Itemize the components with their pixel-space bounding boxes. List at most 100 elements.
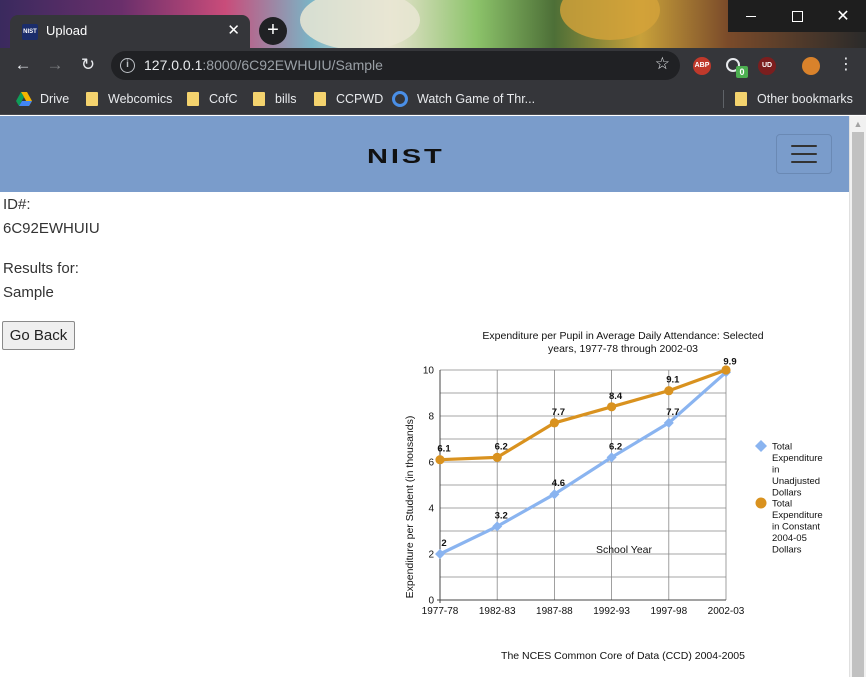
background-art (300, 0, 420, 48)
menu-kebab-icon[interactable]: ⋮ (838, 56, 854, 73)
data-point-marker (435, 455, 445, 465)
adblock-extension-icon[interactable]: ABP (693, 57, 711, 75)
data-label: 4.6 (552, 478, 565, 489)
data-point-marker (721, 365, 731, 375)
back-arrow-icon[interactable]: ← (14, 55, 32, 74)
legend-label: Expenditure (772, 510, 823, 521)
bookmark-cofc[interactable]: CofC (187, 91, 237, 107)
bookmark-drive[interactable]: Drive (16, 91, 69, 107)
go-back-button[interactable]: Go Back (2, 321, 75, 350)
x-tick-label: 1987-88 (536, 606, 573, 617)
y-tick-label: 8 (428, 412, 434, 423)
expenditure-chart: Expenditure per Pupil in Average Daily A… (404, 330, 823, 662)
x-tick-label: 1997-98 (650, 606, 687, 617)
x-tick-label: 2002-03 (708, 606, 745, 617)
legend-label: in (772, 465, 779, 476)
x-tick-label: 1977-78 (422, 606, 459, 617)
id-label: ID#: (3, 196, 31, 213)
site-navbar: NIST (0, 116, 849, 192)
window-minimize-button[interactable] (728, 0, 774, 32)
y-axis-label: Expenditure per Student (in thousands) (404, 416, 416, 599)
x-axis-label: School Year (596, 544, 653, 556)
y-tick-label: 4 (428, 504, 434, 515)
chart-title-line-1: Expenditure per Pupil in Average Daily A… (482, 330, 763, 342)
data-label: 3.2 (495, 510, 508, 521)
legend-label: Expenditure (772, 453, 823, 464)
id-value: 6C92EWHUIU (3, 220, 100, 237)
bookmark-other-bookmarks[interactable]: Other bookmarks (735, 91, 853, 107)
legend-marker (755, 440, 767, 452)
scroll-up-arrow-icon[interactable]: ▲ (853, 119, 863, 129)
page-content: NIST ID#: 6C92EWHUIU Results for: Sample… (0, 116, 849, 677)
data-point-marker (606, 452, 617, 463)
data-label: 6.1 (437, 444, 451, 455)
page-scrollbar[interactable]: ▲ (849, 116, 866, 677)
data-point-marker (492, 521, 503, 532)
google-drive-icon (16, 92, 32, 106)
x-tick-label: 1992-93 (593, 606, 630, 617)
browser-title-bar: NIST Upload ✕ + ✕ (0, 0, 866, 48)
chart-title-line-2: years, 1977-78 through 2002-03 (548, 343, 698, 355)
data-label: 7.7 (666, 407, 679, 418)
scrollbar-thumb[interactable] (852, 132, 864, 677)
data-label: 8.4 (609, 391, 623, 402)
legend-label: in Constant (772, 522, 820, 533)
legend-marker (755, 497, 767, 509)
hamburger-line (791, 153, 817, 155)
chart-series: 2 3.2 4.6 6.2 7.7 9.9 6.1 6.2 7.7 8.4 9.1 (435, 356, 737, 559)
address-url[interactable]: 127.0.0.1:8000/6C92EWHUIU/Sample (144, 57, 383, 73)
data-label: 7.7 (552, 407, 565, 418)
legend-label: 2004-05 (772, 533, 807, 544)
legend-label: Dollars (772, 488, 802, 499)
window-maximize-button[interactable] (774, 0, 820, 32)
reload-icon[interactable]: ↻ (80, 55, 96, 74)
bookmark-webcomics[interactable]: Webcomics (86, 91, 172, 107)
tab-close-icon[interactable]: ✕ (227, 22, 240, 39)
bookmarks-bar: Drive Webcomics CofC bills CCPWD Watch G… (0, 83, 866, 115)
hamburger-line (791, 161, 817, 163)
window-close-button[interactable]: ✕ (820, 0, 866, 32)
tab-title: Upload (46, 23, 88, 38)
series-line (439, 371, 728, 556)
chart-axes: 0 2 4 6 8 10 1977-78 1982-83 1987-88 1992-93 1997-… (422, 366, 745, 618)
bookmark-ccpwd[interactable]: CCPWD (314, 91, 383, 107)
data-label: 2 (441, 538, 446, 549)
bookmark-star-icon[interactable]: ☆ (654, 54, 670, 73)
browser-tab-upload[interactable]: NIST Upload ✕ (10, 15, 250, 48)
site-favicon-icon (392, 91, 408, 107)
data-point-marker (435, 549, 445, 559)
address-bar[interactable]: i 127.0.0.1:8000/6C92EWHUIU/Sample ☆ (111, 51, 680, 80)
bookmark-watch-game-of-thrones[interactable]: Watch Game of Thr... (392, 91, 535, 107)
forward-arrow-icon[interactable]: → (46, 55, 64, 74)
profile-avatar[interactable] (802, 57, 820, 75)
chart-grid (439, 369, 727, 601)
bookmarks-divider (723, 90, 724, 108)
data-point-marker (663, 417, 674, 428)
hamburger-line (791, 145, 817, 147)
extension-icon[interactable] (726, 58, 740, 72)
background-art-2 (560, 0, 660, 40)
series-line (439, 368, 727, 462)
chart-legend: TotalExpenditureinUnadjustedDollarsTotal… (755, 440, 823, 556)
results-label: Results for: (3, 260, 79, 277)
info-icon[interactable]: i (120, 58, 135, 73)
y-tick-label: 2 (428, 550, 434, 561)
navbar-toggle-button[interactable] (776, 134, 832, 174)
y-tick-label: 10 (423, 366, 435, 377)
nist-logo[interactable]: NIST (367, 146, 445, 168)
folder-icon (86, 92, 98, 106)
folder-icon (253, 92, 265, 106)
results-value: Sample (3, 284, 54, 301)
data-point-marker (664, 386, 674, 396)
data-label: 6.2 (495, 441, 508, 452)
folder-icon (187, 92, 199, 106)
legend-label: Total (772, 442, 792, 453)
new-tab-button[interactable]: + (259, 17, 287, 45)
nist-favicon-icon: NIST (22, 24, 38, 40)
bookmark-bills[interactable]: bills (253, 91, 297, 107)
ublock-extension-icon[interactable]: UD (758, 57, 776, 75)
x-tick-label: 1982-83 (479, 606, 516, 617)
data-point-marker (549, 418, 559, 428)
chart-source: The NCES Common Core of Data (CCD) 2004-… (501, 650, 745, 662)
y-tick-label: 6 (428, 458, 434, 469)
